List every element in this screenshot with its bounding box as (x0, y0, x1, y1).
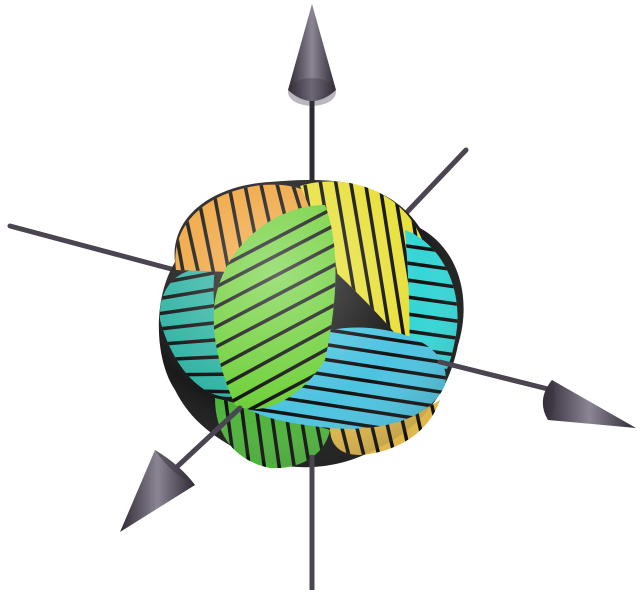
x-axis-line-front (437, 359, 563, 395)
knot (158, 180, 464, 469)
z-axis-arrowhead-icon (288, 4, 336, 106)
x-axis-arrowhead-icon (542, 380, 636, 428)
knot-shading (158, 180, 464, 468)
y-axis-arrowhead-icon (120, 450, 195, 532)
